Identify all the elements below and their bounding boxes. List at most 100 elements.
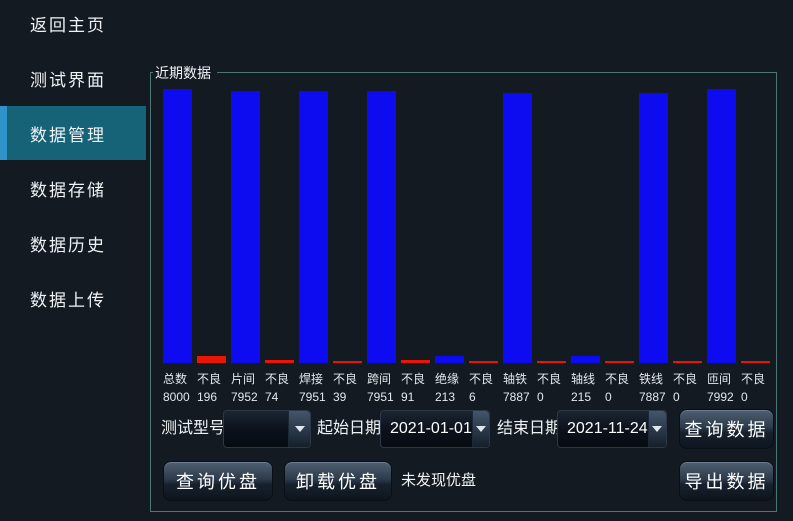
recent-data-groupbox: 近期数据 总数 8000 不良 196 片间 7952 不良 74 焊接 7951 不良 39 跨间 79…: [150, 63, 777, 512]
category-label: 不良: [469, 372, 494, 386]
chevron-down-icon[interactable]: [288, 411, 310, 447]
value-label: 196: [197, 390, 218, 404]
bar-wrap: [299, 87, 333, 363]
unmount-usb-button[interactable]: 卸载优盘: [284, 461, 392, 501]
sidebar-item-data-storage[interactable]: 数据存储: [0, 161, 146, 215]
count-bar: [571, 355, 600, 363]
defect-bar: [333, 360, 362, 363]
defect-bar: [605, 360, 634, 363]
sidebar-item-label: 测试界面: [30, 70, 106, 90]
chart-column: 跨间 7951: [367, 87, 401, 404]
count-bar: [367, 90, 396, 363]
usb-status-text: 未发现优盘: [401, 472, 477, 489]
chart-column: 轴线 215: [571, 87, 605, 404]
bar-wrap: [707, 87, 741, 363]
start-date-value: 2021-01-01: [390, 420, 472, 437]
chart-column: 不良 0: [673, 87, 707, 404]
defect-bar: [401, 359, 430, 363]
category-label: 片间: [231, 372, 256, 386]
category-label: 不良: [741, 372, 766, 386]
model-label: 测试型号: [161, 420, 226, 437]
defect-bar: [265, 360, 294, 363]
category-label: 轴铁: [503, 372, 528, 386]
category-label: 绝缘: [435, 372, 460, 386]
sidebar-item-test[interactable]: 测试界面: [0, 51, 146, 105]
start-date-picker[interactable]: 2021-01-01: [380, 410, 490, 448]
groupbox-title: 近期数据: [153, 63, 217, 83]
chart-column: 不良 91: [401, 87, 435, 404]
category-label: 不良: [673, 372, 698, 386]
chart-column: 铁线 7887: [639, 87, 673, 404]
value-label: 0: [605, 390, 612, 404]
chevron-down-icon[interactable]: [647, 411, 666, 447]
bar-wrap: [197, 87, 231, 363]
count-bar: [299, 90, 328, 363]
value-label: 6: [469, 390, 476, 404]
bar-wrap: [163, 87, 197, 363]
bar-wrap: [435, 87, 469, 363]
chart-column: 不良 0: [537, 87, 571, 404]
chart-column: 绝缘 213: [435, 87, 469, 404]
value-label: 39: [333, 390, 347, 404]
model-select[interactable]: [223, 410, 311, 448]
defect-bar: [537, 360, 566, 363]
bar-wrap: [231, 87, 265, 363]
value-label: 74: [265, 390, 279, 404]
end-date-picker[interactable]: 2021-11-24: [557, 410, 667, 448]
chart-column: 总数 8000: [163, 87, 197, 404]
value-label: 7887: [503, 390, 530, 404]
chart-column: 不良 39: [333, 87, 367, 404]
value-label: 0: [741, 390, 748, 404]
sidebar-item-data-manage[interactable]: 数据管理: [0, 106, 146, 160]
sidebar-item-home[interactable]: 返回主页: [0, 0, 146, 50]
bar-wrap: [469, 87, 503, 363]
category-label: 不良: [197, 372, 222, 386]
category-label: 不良: [605, 372, 630, 386]
chart-column: 轴铁 7887: [503, 87, 537, 404]
chevron-down-icon[interactable]: [471, 411, 489, 447]
sidebar-item-data-upload[interactable]: 数据上传: [0, 271, 146, 325]
sidebar-item-label: 数据上传: [30, 290, 106, 310]
export-data-button[interactable]: 导出数据: [679, 461, 774, 501]
query-usb-button[interactable]: 查询优盘: [163, 461, 273, 501]
defect-bar: [197, 356, 226, 363]
bar-wrap: [333, 87, 367, 363]
chart-column: 匝间 7992: [707, 87, 741, 404]
count-bar: [163, 89, 192, 363]
value-label: 215: [571, 390, 592, 404]
category-label: 总数: [163, 372, 188, 386]
bar-wrap: [503, 87, 537, 363]
sidebar: 返回主页 测试界面 数据管理 数据存储 数据历史 数据上传: [0, 0, 146, 521]
query-data-button[interactable]: 查询数据: [679, 409, 774, 449]
sidebar-item-label: 数据存储: [30, 180, 106, 200]
sidebar-item-label: 数据管理: [30, 125, 106, 145]
bar-wrap: [673, 87, 707, 363]
bar-wrap: [367, 87, 401, 363]
value-label: 91: [401, 390, 415, 404]
bar-wrap: [537, 87, 571, 363]
value-label: 7951: [299, 390, 326, 404]
start-date-label: 起始日期: [317, 420, 382, 437]
bar-wrap: [265, 87, 299, 363]
sidebar-item-data-history[interactable]: 数据历史: [0, 216, 146, 270]
category-label: 不良: [401, 372, 426, 386]
value-label: 213: [435, 390, 456, 404]
defect-bar: [673, 360, 702, 363]
value-label: 7992: [707, 390, 734, 404]
category-label: 跨间: [367, 372, 392, 386]
defect-bar: [741, 360, 770, 363]
sidebar-item-label: 数据历史: [30, 235, 106, 255]
chart-column: 不良 6: [469, 87, 503, 404]
chart-column: 不良 74: [265, 87, 299, 404]
recent-data-bar-chart: 总数 8000 不良 196 片间 7952 不良 74 焊接 7951 不良 39 跨间 7951 不良 9…: [163, 87, 775, 404]
value-label: 7952: [231, 390, 258, 404]
count-bar: [639, 92, 668, 363]
value-label: 7951: [367, 390, 394, 404]
bar-wrap: [401, 87, 435, 363]
end-date-value: 2021-11-24: [567, 420, 648, 437]
count-bar: [707, 89, 736, 363]
category-label: 轴线: [571, 372, 596, 386]
count-bar: [503, 92, 532, 363]
category-label: 匝间: [707, 372, 732, 386]
count-bar: [435, 355, 464, 363]
